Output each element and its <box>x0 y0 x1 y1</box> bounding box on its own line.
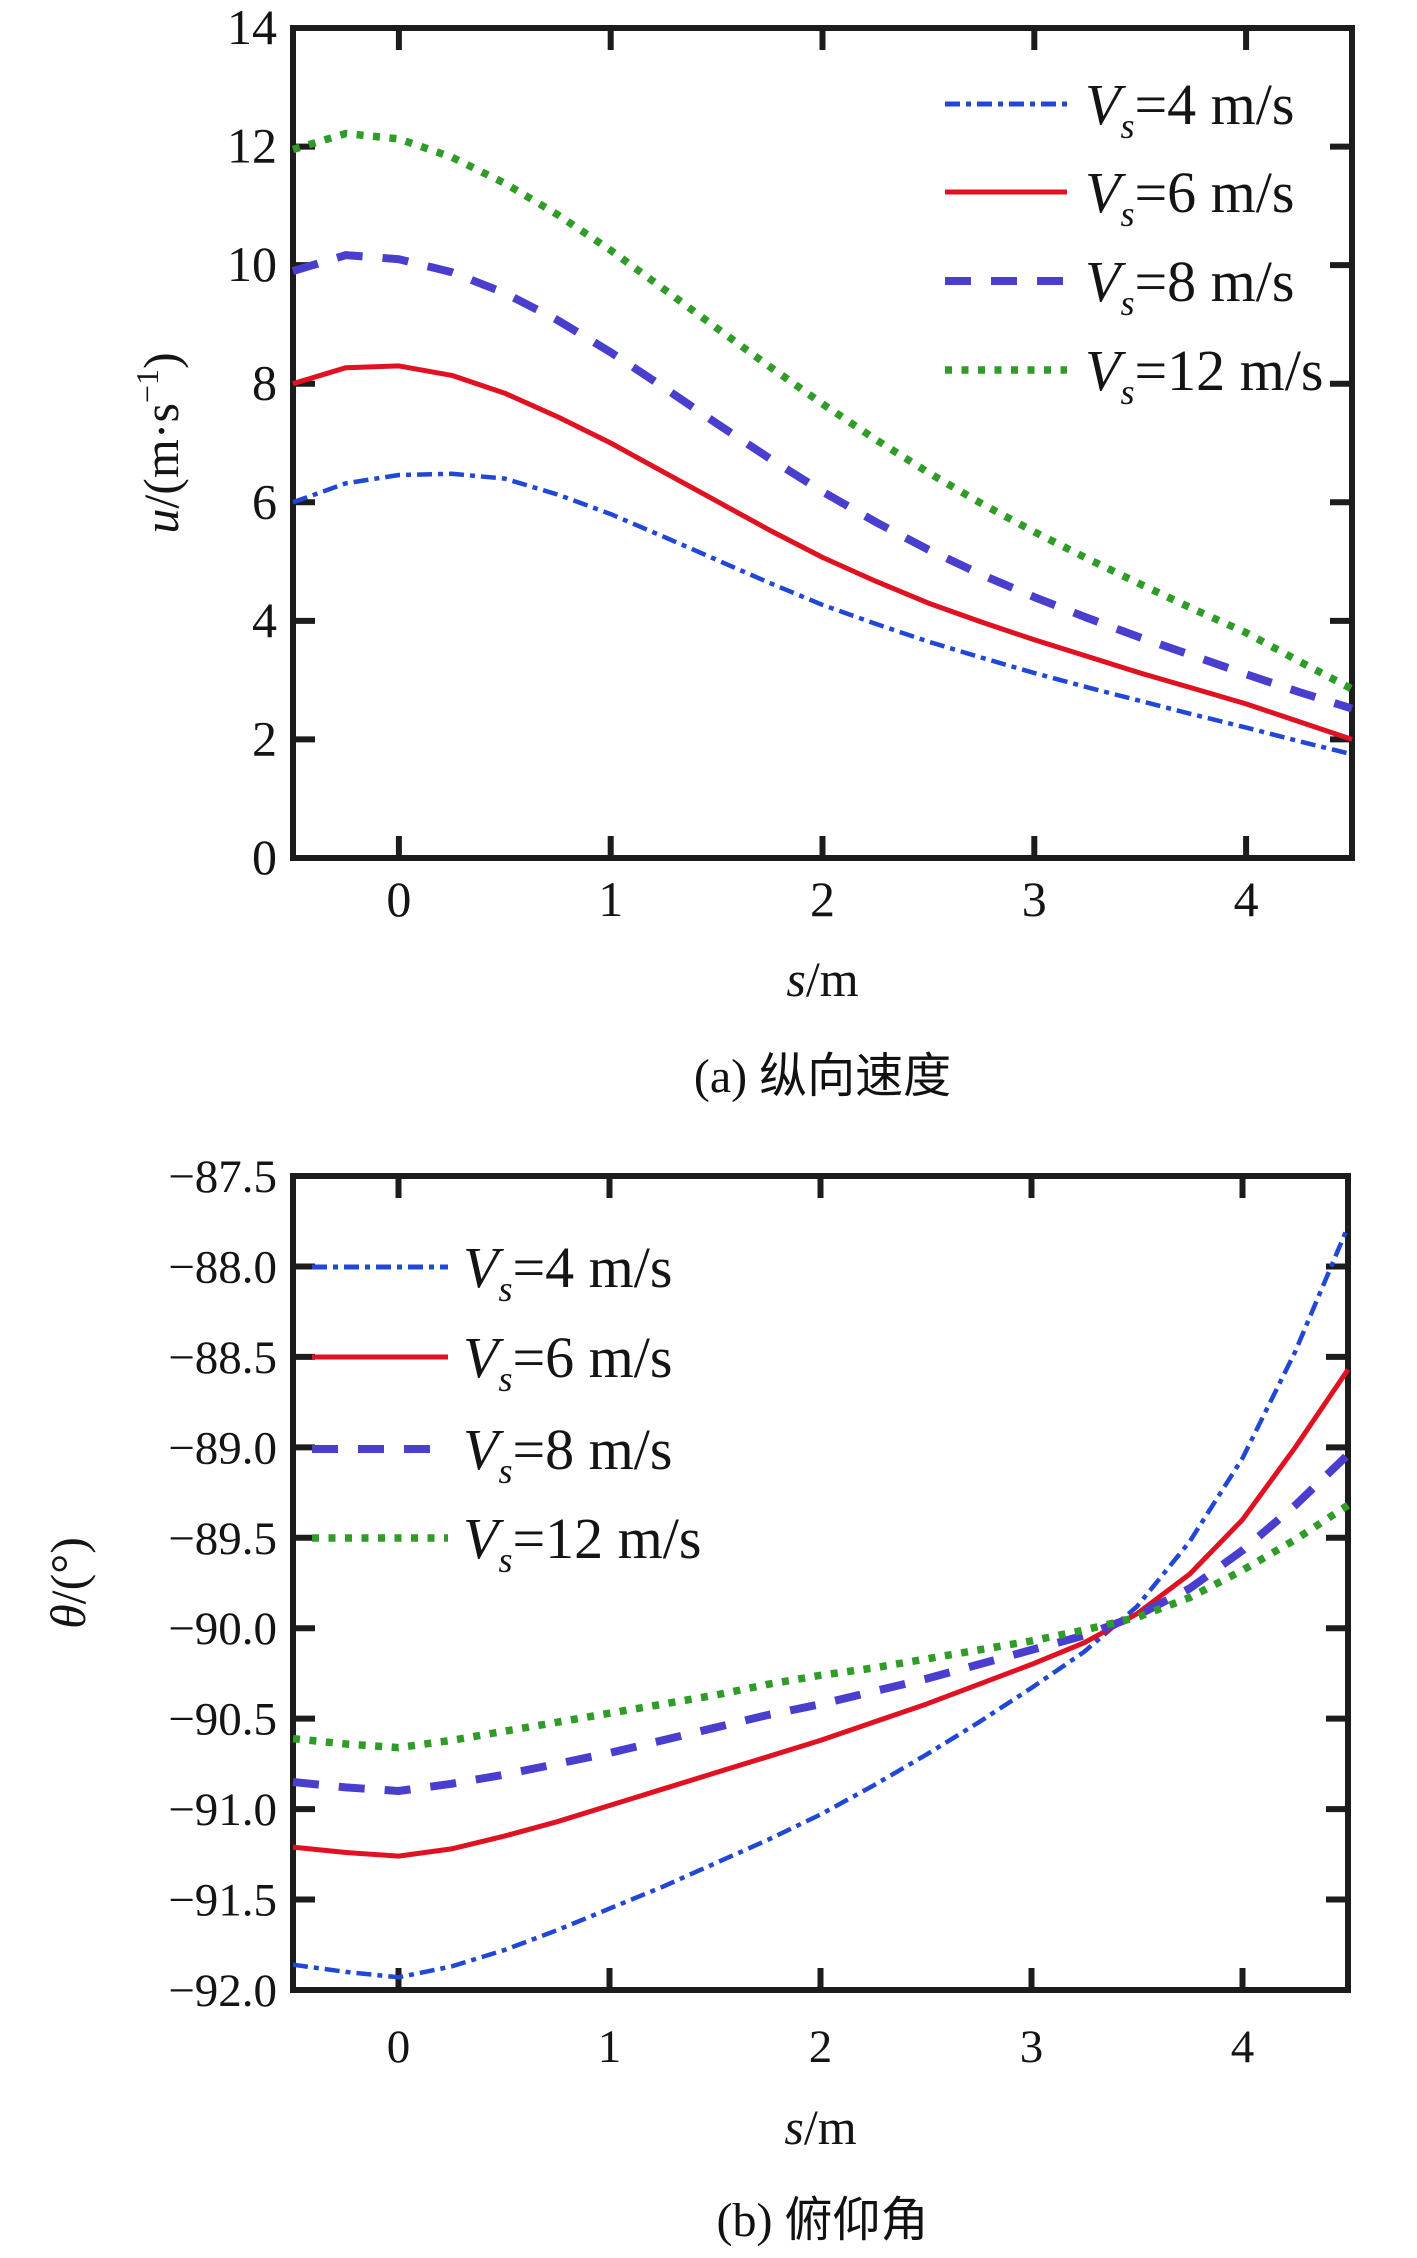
chart-b-series-vs12 <box>292 1502 1351 1752</box>
chart-a-series-vs4 <box>292 471 1353 757</box>
legend-a-label-vs8: Vs=8 m/s <box>1085 249 1294 323</box>
chart-a-series-vs12 <box>291 129 1354 693</box>
chart-a-x-tick-label: 4 <box>1234 871 1259 927</box>
chart-a-x-tick-label: 0 <box>386 871 411 927</box>
chart-a-y-tick-label: 8 <box>252 355 277 411</box>
chart-a-x-tick-label: 1 <box>598 871 623 927</box>
chart-b-y-tick-label: −92.0 <box>168 1965 277 2017</box>
chart-b-frame <box>290 1173 1351 1993</box>
chart-a-series-vs6 <box>292 363 1353 742</box>
chart-b-y-tick-label: −88.5 <box>168 1332 277 1384</box>
chart-b-y-tick-label: −88.0 <box>168 1241 277 1293</box>
legend-b-label-vs12: Vs=12 m/s <box>463 1506 701 1580</box>
chart-b-x-tick-label: 4 <box>1231 2021 1255 2073</box>
chart-a-series-vs8 <box>291 251 1354 713</box>
chart-b-y-tick-label: −89.0 <box>168 1422 277 1474</box>
chart-b-x-tick-label: 2 <box>809 2021 833 2073</box>
chart-b: 0 1 2 3 4 −87.5 −88.0 −88.5 −89.0 −89.5 −90.0 −90.5… <box>40 1151 1351 2155</box>
chart-a-xlabel: s/m <box>786 951 858 1007</box>
chart-a-y-tick-label: 0 <box>252 829 277 885</box>
legend-a-label-vs12: Vs=12 m/s <box>1085 338 1323 412</box>
legend-b-label-vs4: Vs=4 m/s <box>463 1235 672 1309</box>
legend-a-label-vs4: Vs=4 m/s <box>1085 72 1294 146</box>
chart-b-y-tick-label: −87.5 <box>168 1151 277 1203</box>
chart-b-y-tick-label: −91.5 <box>168 1875 277 1927</box>
chart-b-y-tick-label: −90.5 <box>168 1694 277 1746</box>
chart-a-y-tick-label: 6 <box>252 473 277 529</box>
chart-a-frame <box>290 25 1355 861</box>
chart-a-y-tick-label: 10 <box>227 236 277 292</box>
chart-a-x-tick-label: 2 <box>810 871 835 927</box>
legend-b-label-vs8: Vs=8 m/s <box>463 1417 672 1491</box>
chart-a-y-tick-label: 2 <box>252 710 277 766</box>
chart-a-legend: Vs=4 m/s Vs=6 m/s Vs=8 m/s Vs=12 m/s <box>945 72 1323 412</box>
chart-b-xlabel: s/m <box>784 2099 856 2155</box>
caption-a: (a) 纵向速度 <box>693 1050 952 1103</box>
chart-b-y-tick-label: −91.0 <box>168 1784 277 1836</box>
chart-b-series-vs6 <box>292 1368 1351 1859</box>
chart-a-x-tick-label: 3 <box>1022 871 1047 927</box>
chart-a-ylabel: u/(m·s−1) <box>129 352 189 533</box>
legend-b-label-vs6: Vs=6 m/s <box>463 1325 672 1399</box>
chart-b-legend: Vs=4 m/s Vs=6 m/s Vs=8 m/s Vs=12 m/s <box>312 1235 701 1580</box>
legend-a-label-vs6: Vs=6 m/s <box>1085 160 1294 234</box>
chart-b-series-vs4 <box>292 1225 1351 1980</box>
chart-a-y-tick-label: 4 <box>252 592 277 648</box>
chart-b-y-tick-label: −89.5 <box>168 1513 277 1565</box>
chart-b-x-tick-label: 0 <box>387 2021 411 2073</box>
chart-b-x-tick-label: 1 <box>598 2021 622 2073</box>
chart-b-y-tick-label: −90.0 <box>168 1603 277 1655</box>
chart-a-y-tick-label: 14 <box>227 0 277 55</box>
caption-b: (b) 俯仰角 <box>716 2194 929 2247</box>
chart-b-x-tick-label: 3 <box>1020 2021 1044 2073</box>
chart-b-ylabel: θ/(°) <box>40 1537 96 1629</box>
chart-a-y-tick-label: 12 <box>227 118 277 174</box>
